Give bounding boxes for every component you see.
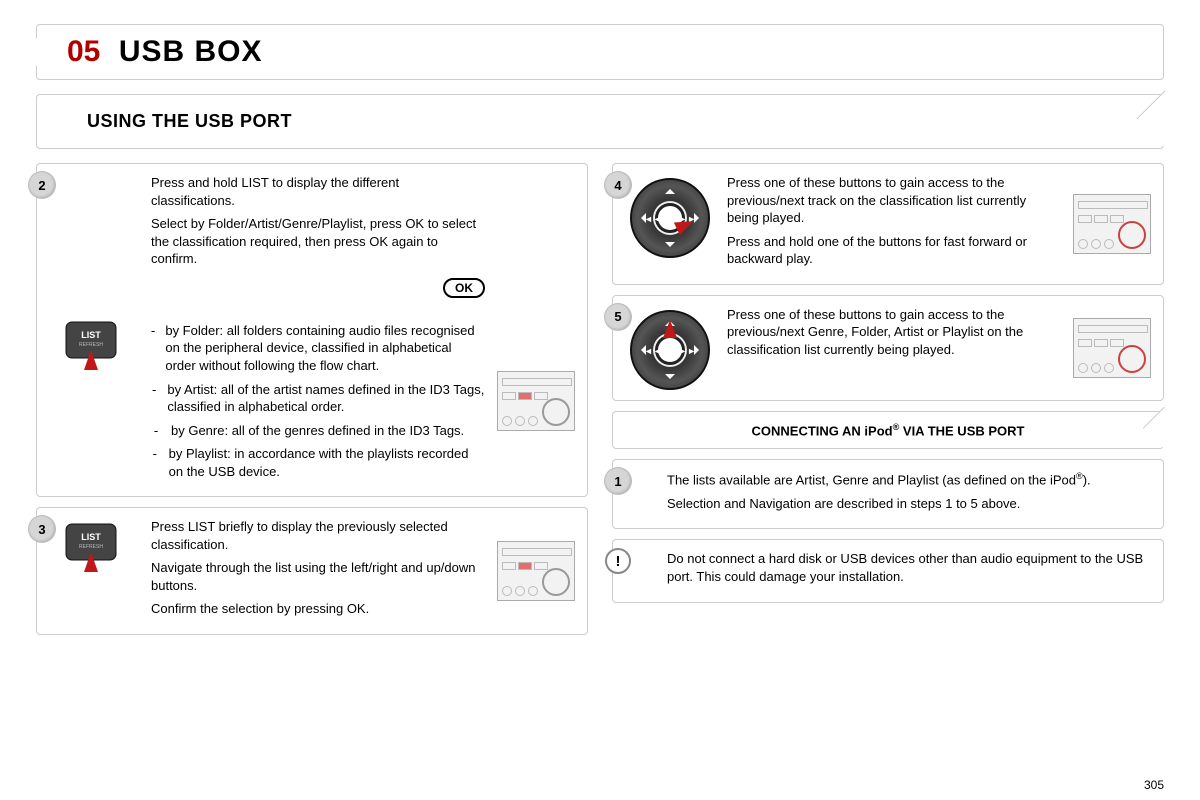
step-badge: 2 xyxy=(29,172,55,198)
radio-diagram-icon xyxy=(1073,318,1151,378)
step-4-p2: Press and hold one of the buttons for fa… xyxy=(727,233,1061,268)
step-5-text: Press one of these buttons to gain acces… xyxy=(727,306,1061,390)
content-columns: 2 Press and hold LIST to display the dif… xyxy=(36,163,1164,635)
step-2-bullets: -by Folder: all folders containing audio… xyxy=(151,316,485,486)
step-2-icon-slot xyxy=(49,174,139,298)
step-2-p2: Select by Folder/Artist/Genre/Playlist, … xyxy=(151,215,485,268)
left-column: 2 Press and hold LIST to display the dif… xyxy=(36,163,588,635)
step-2: 2 Press and hold LIST to display the dif… xyxy=(36,163,588,497)
step-3: 3 LIST REFRESH Press LIST briefly to dis… xyxy=(36,507,588,635)
section-subtitle: USING THE USB PORT xyxy=(87,111,1113,132)
step-2-diagram xyxy=(497,316,575,486)
list-label: LIST xyxy=(81,330,101,340)
ipod-p1: The lists available are Artist, Genre an… xyxy=(667,470,1151,489)
section-subtitle-panel: USING THE USB PORT xyxy=(36,94,1164,149)
step-4-text: Press one of these buttons to gain acces… xyxy=(727,174,1061,274)
bullet: by Genre: all of the genres defined in t… xyxy=(171,422,464,440)
step-3-text: Press LIST briefly to display the previo… xyxy=(151,518,485,624)
step-3-p3: Confirm the selection by pressing OK. xyxy=(151,600,485,618)
step-4-diagram xyxy=(1073,174,1151,274)
bullet: by Folder: all folders containing audio … xyxy=(165,322,485,375)
step-badge: 4 xyxy=(605,172,631,198)
step-5-p1: Press one of these buttons to gain acces… xyxy=(727,306,1061,359)
dpad-icon: ◄◄►► xyxy=(625,174,715,274)
radio-diagram-icon xyxy=(497,371,575,431)
step-4: 4 ◄◄►► Press one of these buttons to gai… xyxy=(612,163,1164,285)
chapter-title: USB BOX xyxy=(119,35,263,68)
svg-text:LIST: LIST xyxy=(81,532,101,542)
page-number: 305 xyxy=(1144,778,1164,792)
svg-text:REFRESH: REFRESH xyxy=(79,544,103,550)
step-2-text: Press and hold LIST to display the diffe… xyxy=(151,174,485,298)
ipod-heading-panel: CONNECTING AN iPod® VIA THE USB PORT xyxy=(612,411,1164,449)
svg-text:REFRESH: REFRESH xyxy=(79,342,103,348)
ipod-step-1: 1 The lists available are Artist, Genre … xyxy=(612,459,1164,529)
step-3-p1: Press LIST briefly to display the previo… xyxy=(151,518,485,553)
radio-diagram-icon xyxy=(1073,194,1151,254)
chapter-number: 05 xyxy=(67,35,100,68)
ok-button-icon: OK xyxy=(443,278,485,298)
bullet: by Artist: all of the artist names defin… xyxy=(167,381,485,416)
step-5-diagram xyxy=(1073,306,1151,390)
warning-box: ! Do not connect a hard disk or USB devi… xyxy=(612,539,1164,602)
ipod-heading: CONNECTING AN iPod® VIA THE USB PORT xyxy=(633,422,1143,438)
step-badge: 5 xyxy=(605,304,631,330)
step-3-diagram xyxy=(497,518,575,624)
step-2-side xyxy=(497,174,575,298)
step-2-p1: Press and hold LIST to display the diffe… xyxy=(151,174,485,209)
warning-text: Do not connect a hard disk or USB device… xyxy=(667,550,1151,591)
dpad-icon: ◄◄►► xyxy=(625,306,715,390)
list-button-icon: LIST REFRESH xyxy=(49,316,139,486)
radio-diagram-icon xyxy=(497,541,575,601)
step-4-p1: Press one of these buttons to gain acces… xyxy=(727,174,1061,227)
list-button-icon: LIST REFRESH xyxy=(49,518,139,624)
step-badge: 1 xyxy=(605,468,631,494)
step-5: 5 ◄◄►► Press one of these buttons to gai… xyxy=(612,295,1164,401)
chapter-header: 05 USB BOX xyxy=(36,24,1164,80)
step-3-p2: Navigate through the list using the left… xyxy=(151,559,485,594)
right-column: 4 ◄◄►► Press one of these buttons to gai… xyxy=(612,163,1164,635)
bullet: by Playlist: in accordance with the play… xyxy=(169,445,485,480)
ipod-step-1-text: The lists available are Artist, Genre an… xyxy=(667,470,1151,518)
ipod-p2: Selection and Navigation are described i… xyxy=(667,495,1151,513)
